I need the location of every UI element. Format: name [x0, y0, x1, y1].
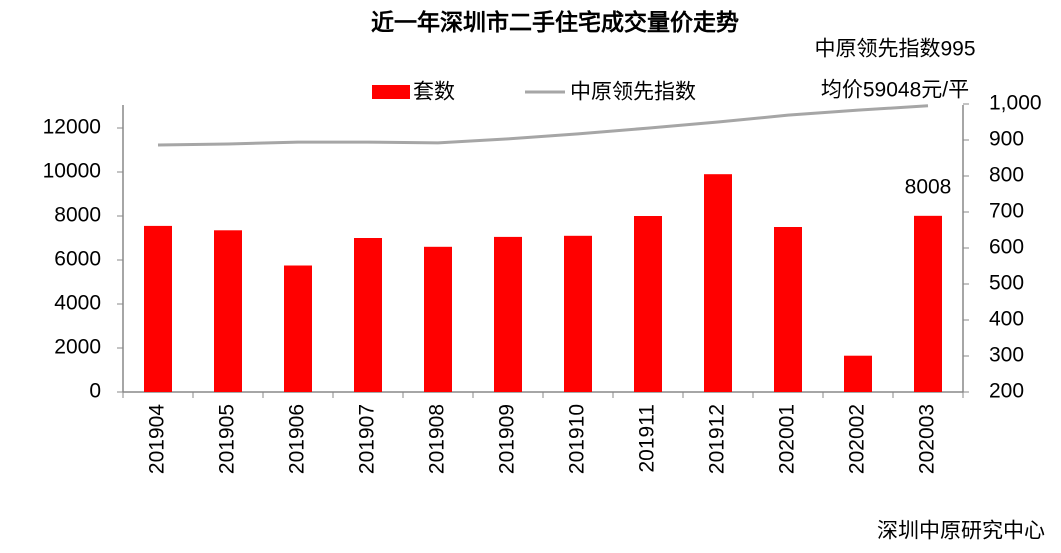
- source: 深圳中原研究中心: [877, 520, 1045, 543]
- bar: [424, 246, 452, 392]
- x-tick-label: 201905: [216, 404, 239, 474]
- x-tick-label: 201912: [706, 404, 729, 474]
- data-label: 8008: [905, 175, 952, 198]
- bar: [914, 215, 942, 392]
- x-tick-label: 201911: [636, 404, 659, 473]
- x-tick-label: 201909: [496, 404, 519, 474]
- y2-tick-label: 800: [989, 164, 1024, 187]
- x-tick-label: 202001: [776, 404, 799, 474]
- y2-tick-label: 600: [989, 236, 1024, 259]
- index-line: [157, 104, 929, 147]
- legend-label: 中原领先指数: [570, 81, 696, 104]
- x-tick-label: 201908: [426, 404, 449, 474]
- bar: [144, 225, 172, 392]
- bar: [634, 216, 662, 392]
- y-tick-label: 12000: [43, 116, 101, 139]
- legend-swatch: [372, 85, 410, 99]
- x-tick-label: 202003: [916, 404, 939, 474]
- x-tick-label: 202002: [846, 404, 869, 474]
- y2-tick-label: 500: [989, 272, 1024, 295]
- y-tick-label: 2000: [54, 336, 101, 359]
- bar: [284, 265, 312, 392]
- x-tick-label: 201904: [146, 404, 169, 474]
- bar: [704, 174, 732, 392]
- y2-tick-label: 300: [989, 344, 1024, 367]
- y2-tick-label: 900: [989, 128, 1024, 151]
- y-tick-label: 8000: [54, 204, 101, 227]
- legend-label: 套数: [413, 81, 455, 104]
- bar: [354, 238, 382, 392]
- bar: [844, 355, 872, 392]
- y-tick-label: 0: [89, 380, 101, 403]
- annotation: 中原领先指数995: [814, 38, 975, 61]
- bar: [774, 227, 802, 392]
- y2-tick-label: 700: [989, 200, 1024, 223]
- y-tick-label: 6000: [54, 248, 101, 271]
- x-tick-label: 201906: [286, 404, 309, 474]
- x-tick-label: 201907: [356, 404, 379, 474]
- bar: [564, 235, 592, 392]
- y-tick-label: 10000: [43, 160, 101, 183]
- annotation: 均价59048元/平: [821, 79, 969, 102]
- y2-tick-label: 400: [989, 308, 1024, 331]
- y2-tick-label: 1,000: [989, 92, 1042, 115]
- y2-tick-label: 200: [989, 380, 1024, 403]
- y-tick-label: 4000: [54, 292, 101, 315]
- x-tick-label: 201910: [566, 404, 589, 474]
- bar: [214, 230, 242, 392]
- chart-title: 近一年深圳市二手住宅成交量价走势: [371, 9, 739, 35]
- bar: [494, 236, 522, 392]
